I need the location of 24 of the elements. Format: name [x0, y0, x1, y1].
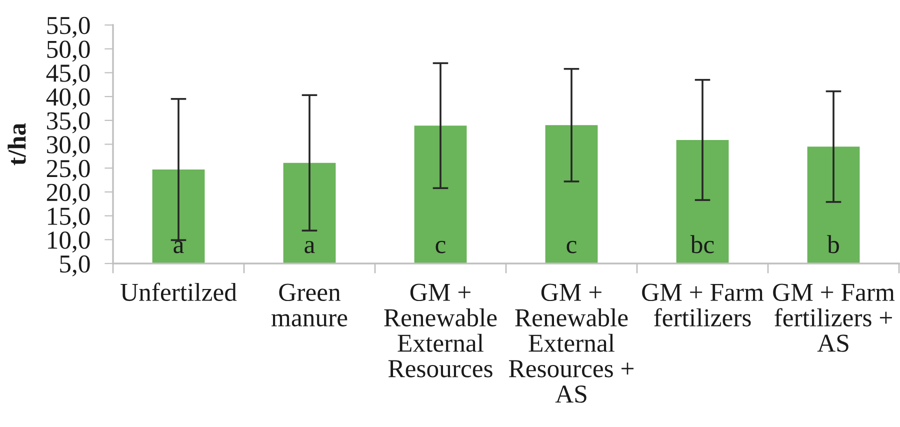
y-tick-label: 20,0: [46, 184, 90, 205]
x-tick-label: GM + Farm fertilizers + AS: [773, 284, 895, 352]
annotation: a: [174, 240, 184, 254]
annotation: c: [436, 240, 446, 254]
annotation: c: [566, 240, 576, 254]
x-tick-label: Green manure: [272, 284, 348, 326]
y-tick-label: 40,0: [46, 88, 90, 110]
y-tick-label: 35,0: [47, 112, 90, 134]
y-tick-label: 25,0: [46, 160, 90, 181]
x-tick-label: GM + Renewable External Resources + AS: [508, 284, 634, 403]
y-tick-label: 55,0: [47, 16, 90, 38]
y-tick-label: 45,0: [46, 64, 90, 86]
y-tick-label: 5,0: [60, 255, 90, 276]
annotation: bc: [690, 235, 714, 254]
annotation: b: [827, 235, 839, 254]
y-axis-title: t/ha: [8, 123, 26, 166]
annotation: a: [304, 240, 315, 254]
y-tick-label: 10,0: [48, 231, 90, 253]
x-tick-label: Unfertilzed: [120, 282, 237, 302]
y-tick-label: 15,0: [48, 208, 90, 229]
y-tick-label: 30,0: [47, 136, 90, 158]
x-tick-label: GM + Farm fertilizers: [642, 284, 764, 326]
y-tick-label: 50,0: [47, 40, 90, 62]
x-tick-label: GM + Renewable External Resources: [384, 284, 497, 378]
